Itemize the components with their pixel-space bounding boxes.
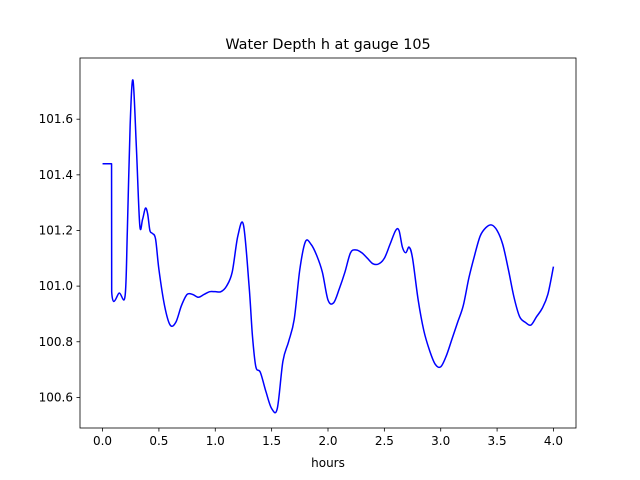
y-tick-label: 100.8 [39,335,73,349]
x-tick-label: 3.5 [488,434,507,448]
chart-title: Water Depth h at gauge 105 [225,37,430,53]
x-tick-label: 1.5 [262,434,281,448]
x-tick-label: 2.0 [318,434,337,448]
y-tick-label: 101.4 [39,168,73,182]
y-tick-label: 101.2 [39,223,73,237]
x-axis-label: hours [311,456,345,470]
y-axis-ticks: 100.6 100.8 101.0 101.2 101.4 101.6 [39,112,80,404]
x-axis-ticks: 0.0 0.5 1.0 1.5 2.0 2.5 3.0 3.5 4.0 [93,428,563,448]
x-tick-label: 2.5 [375,434,394,448]
x-tick-label: 3.0 [431,434,450,448]
plot-frame [79,57,577,429]
plot-area [80,58,576,428]
y-tick-label: 101.6 [39,112,73,126]
x-tick-label: 4.0 [544,434,563,448]
y-tick-label: 101.0 [39,279,73,293]
x-tick-label: 0.0 [93,434,112,448]
x-tick-label: 1.0 [206,434,225,448]
y-tick-label: 100.6 [39,390,73,404]
series-line [102,79,555,414]
x-tick-label: 0.5 [149,434,168,448]
